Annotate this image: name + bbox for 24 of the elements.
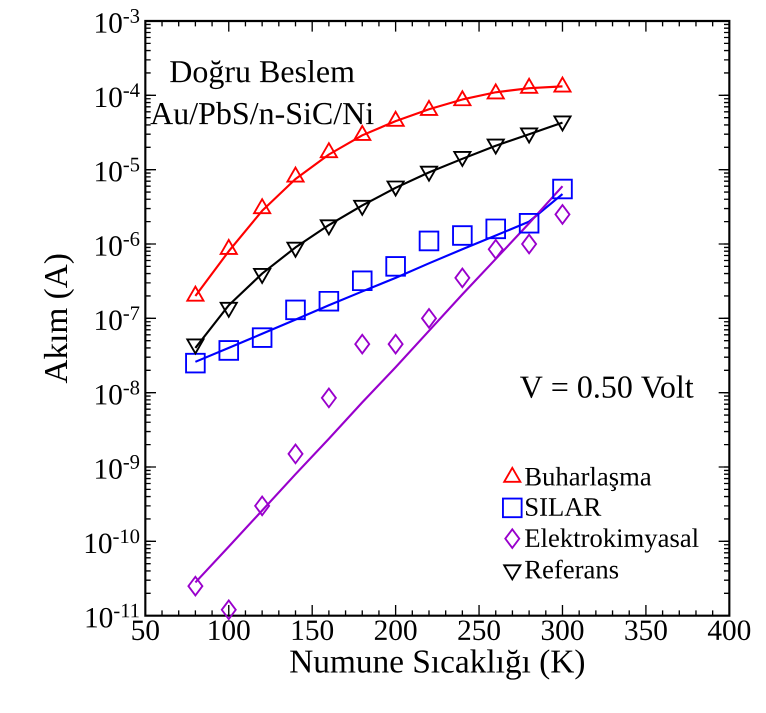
y-tick-label: 10$^{-9}$ [96, 455, 140, 479]
x-tick-label: 300 [542, 620, 584, 640]
y-tick-label: 10$^{-4}$ [96, 83, 140, 108]
x-tick-label: 250 [458, 620, 500, 640]
y-tick-label: 10$^{-3}$ [96, 9, 140, 33]
y-axis-title: Akım (A) [44, 254, 74, 384]
annotation: Au/PbS/n-SiC/Ni [150, 102, 374, 124]
y-tick-label: 10$^{-8}$ [96, 380, 140, 405]
y-tick-label: 10$^{-6}$ [96, 232, 140, 256]
y-tick-label: 10$^{-5}$ [96, 158, 140, 182]
legend-label: Referans [525, 560, 618, 579]
y-tick-label: 10$^{-10}$ [86, 529, 140, 554]
y-tick-label: 10$^{-7}$ [96, 306, 140, 330]
annotation: V = 0.50 Volt [520, 375, 694, 398]
x-tick-label: 100 [209, 620, 250, 640]
annotation: Doğru Beslem [170, 60, 354, 90]
x-axis-title: Numune Sıcaklığı (K) [290, 649, 584, 680]
legend-label: Elektrokimyasal [525, 528, 699, 553]
x-tick-label: 400 [708, 620, 750, 640]
legend-label: Buharlaşma [525, 466, 652, 492]
x-tick-label: 350 [625, 620, 667, 640]
x-tick-label: 150 [292, 620, 334, 640]
legend-label: SILAR [526, 498, 602, 516]
x-tick-label: 200 [374, 620, 417, 640]
